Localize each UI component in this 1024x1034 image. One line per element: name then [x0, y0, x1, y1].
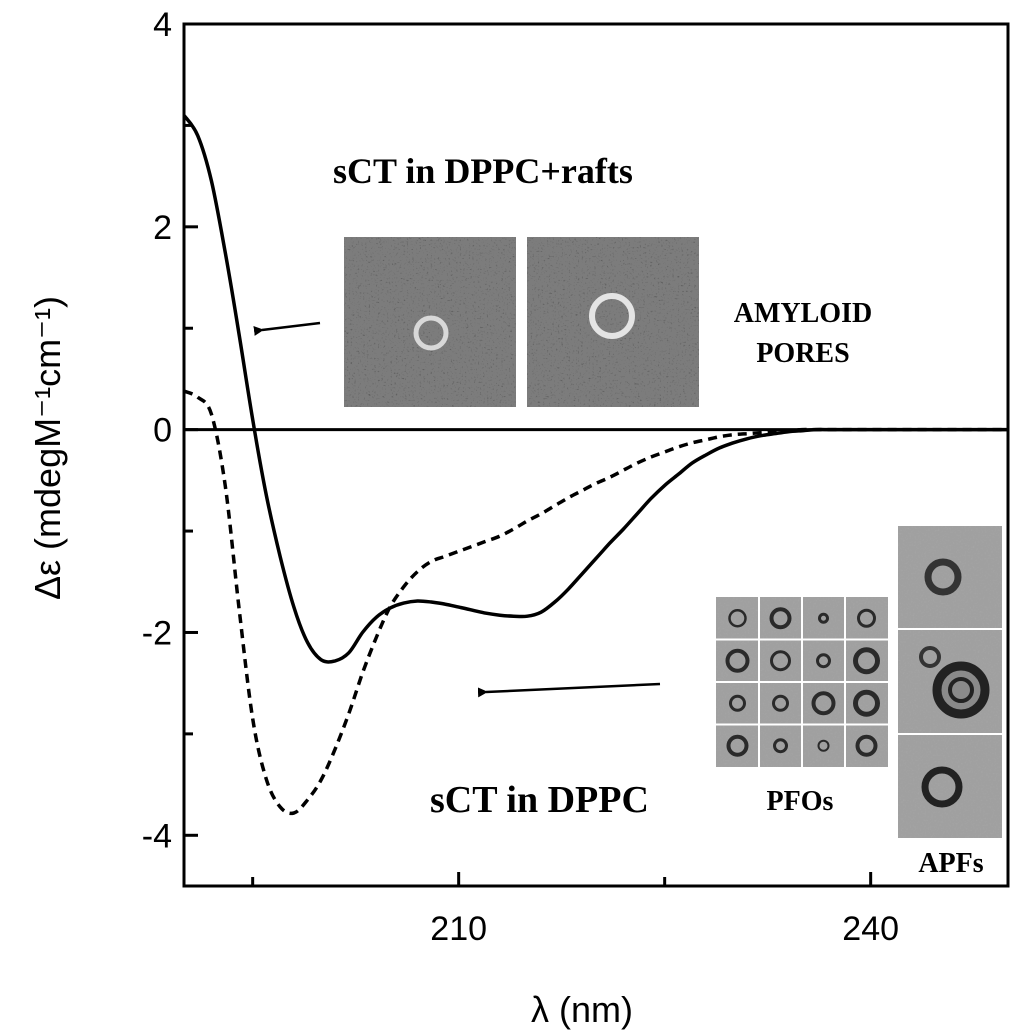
- annotation-pfos: PFOs: [767, 786, 834, 817]
- tick-labels: 210 240 4 2 0 -2 -4: [142, 6, 899, 948]
- annotation-apfs: APFs: [918, 848, 983, 879]
- annotation-rafts: sCT in DPPC+rafts: [333, 151, 633, 191]
- pfo-particle: [729, 694, 746, 712]
- y-tick-label: 4: [153, 6, 172, 44]
- pfo-particle: [816, 653, 831, 669]
- annotation-pores-line1: AMYLOID: [734, 298, 872, 329]
- pfo-particle: [725, 648, 750, 673]
- pfo-particle: [811, 691, 836, 716]
- arrow-to-dashed-curve: [477, 682, 661, 698]
- pfo-particle: [769, 607, 792, 630]
- y-tick-label: -2: [142, 614, 172, 652]
- pfo-particle: [770, 650, 791, 672]
- y-tick-label: -4: [142, 817, 172, 855]
- plot-frame: [182, 22, 1010, 888]
- apfs-micrographs: [898, 526, 1002, 838]
- y-axis-label: Δε (mdegM⁻¹cm⁻¹): [27, 296, 68, 600]
- pfo-particle: [817, 739, 830, 752]
- arrow-to-solid-curve: [253, 321, 321, 336]
- pfo-particle: [728, 609, 747, 628]
- annotation-pores-line2: PORES: [756, 338, 849, 369]
- pfo-particle: [772, 694, 789, 712]
- pfo-particle: [855, 734, 878, 757]
- annotation-dppc: sCT in DPPC: [430, 779, 649, 821]
- pfo-particle: [853, 647, 880, 675]
- pfo-particle: [857, 608, 876, 628]
- x-tick-label: 240: [842, 910, 899, 948]
- y-tick-label: 2: [153, 209, 172, 247]
- series-solid-line: [182, 114, 1008, 664]
- amyloid-pores-micrographs: [344, 237, 699, 407]
- x-tick-label: 210: [430, 910, 487, 948]
- x-axis-label: λ (nm): [531, 989, 633, 1030]
- pfos-micrographs: [716, 597, 888, 767]
- pfo-particle: [853, 689, 880, 717]
- pfo-particle: [726, 734, 749, 757]
- series-dashed-line: [183, 389, 1008, 816]
- pfo-particle: [818, 612, 829, 624]
- y-tick-label: 0: [153, 412, 172, 450]
- pfo-particle: [773, 738, 788, 754]
